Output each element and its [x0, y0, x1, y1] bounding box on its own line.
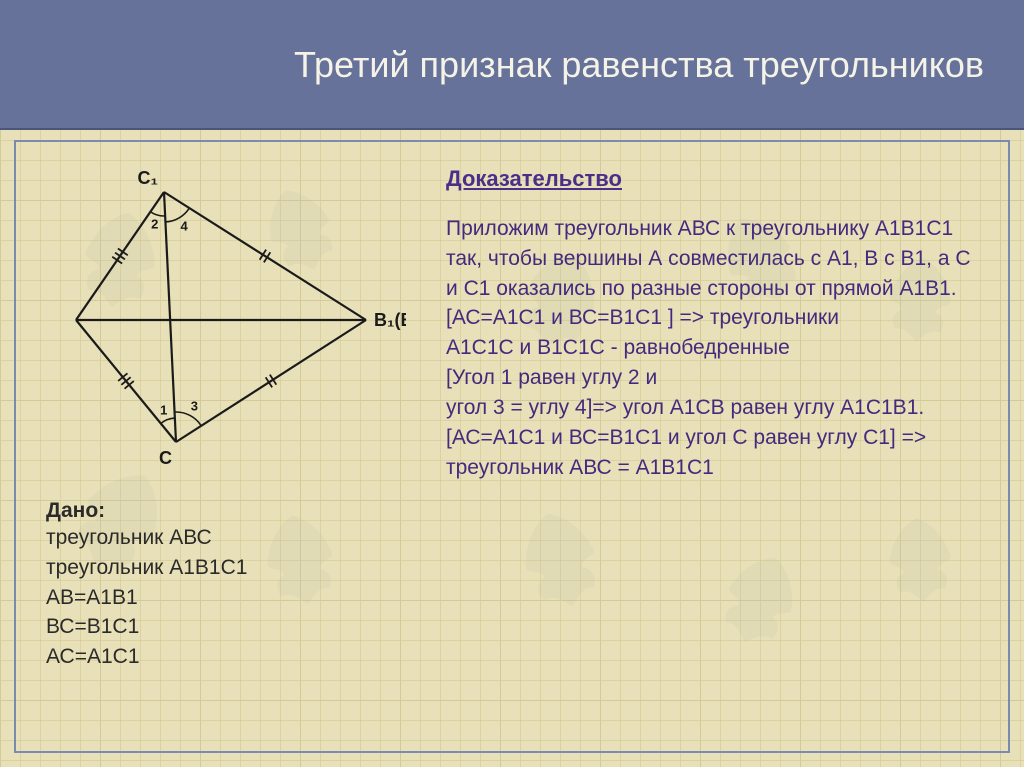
triangle-diagram: 1234(А)А₁В₁(В)С₁С [46, 170, 406, 470]
svg-text:В₁(В): В₁(В) [374, 310, 406, 330]
right-column: Доказательство Приложим треугольник АВС … [446, 166, 986, 482]
svg-text:3: 3 [191, 398, 198, 413]
svg-text:4: 4 [180, 219, 188, 234]
proof-heading: Доказательство [446, 166, 986, 192]
svg-text:2: 2 [151, 217, 158, 232]
svg-text:С: С [159, 448, 172, 468]
proof-body: Приложим треугольник АВС к треугольнику … [446, 214, 986, 482]
given-heading: Дано: [46, 499, 416, 523]
svg-text:1: 1 [160, 402, 167, 417]
content-frame: 1234(А)А₁В₁(В)С₁С Дано: треугольник АВС … [14, 140, 1010, 753]
given-body: треугольник АВС треугольник А1В1С1 АВ=А1… [46, 523, 416, 672]
page-title: Третий признак равенства треугольников [294, 42, 984, 87]
left-column: 1234(А)А₁В₁(В)С₁С Дано: треугольник АВС … [46, 170, 416, 672]
svg-text:С₁: С₁ [138, 170, 158, 188]
title-banner: Третий признак равенства треугольников [0, 0, 1024, 130]
